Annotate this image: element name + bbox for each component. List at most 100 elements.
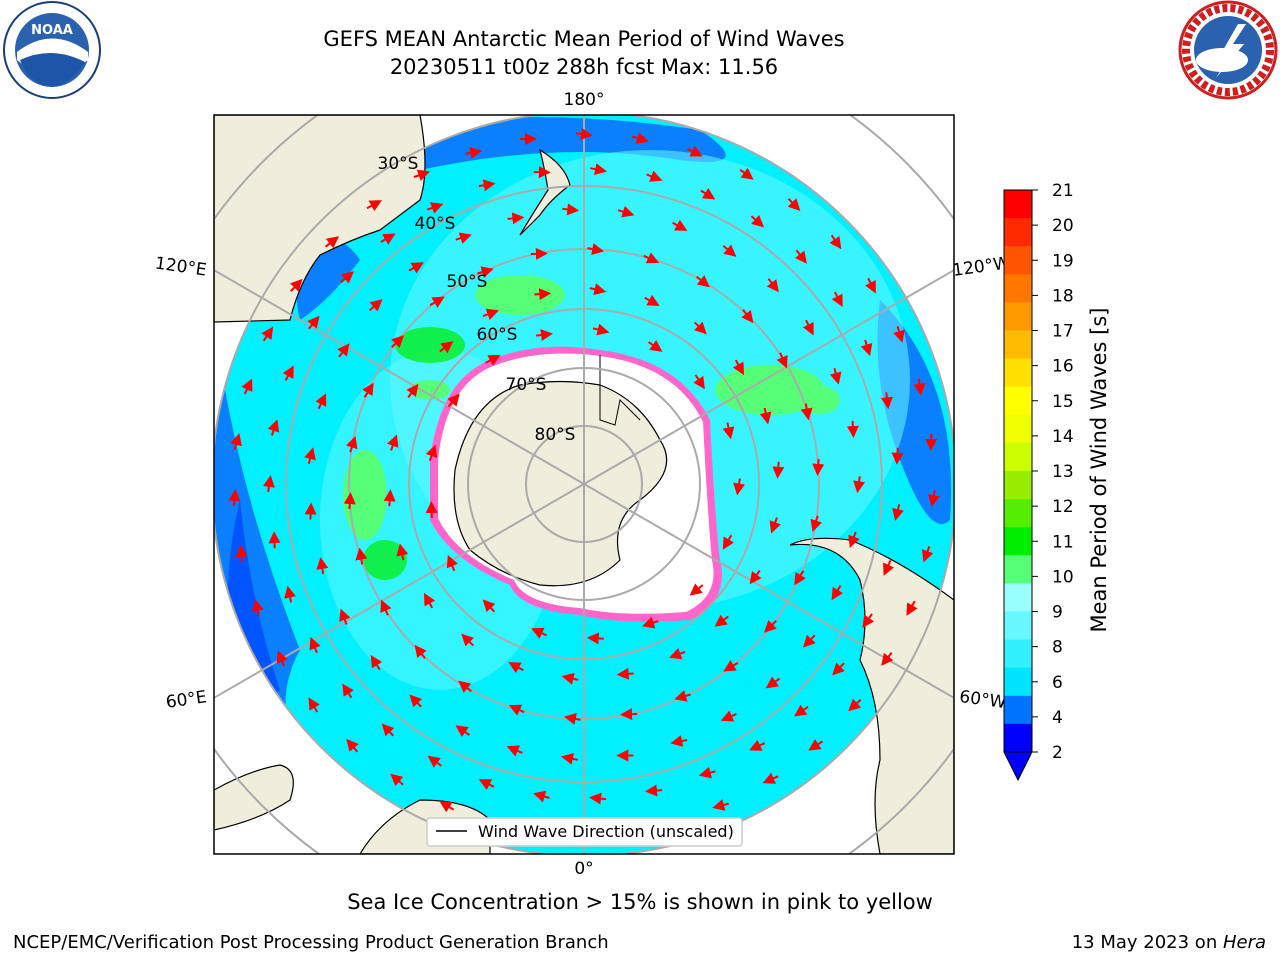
wave-direction-arrow bbox=[644, 294, 660, 306]
wave-direction-arrow bbox=[764, 620, 777, 633]
wave-direction-arrow bbox=[848, 531, 860, 549]
wave-direction-arrow bbox=[413, 169, 431, 182]
wave-direction-arrow bbox=[769, 517, 781, 534]
noaa-logo-text: NOAA bbox=[31, 23, 73, 38]
wave-direction-arrow bbox=[561, 752, 578, 765]
colorbar-bin bbox=[1004, 555, 1032, 584]
wave-direction-arrow bbox=[714, 614, 729, 627]
wave-direction-arrow bbox=[235, 544, 248, 562]
legend-label: Wind Wave Direction (unscaled) bbox=[478, 822, 734, 841]
wave-direction-arrow bbox=[282, 365, 294, 381]
wave-direction-arrow bbox=[406, 383, 419, 398]
nws-logo bbox=[1178, 0, 1278, 100]
wave-direction-arrow bbox=[324, 236, 340, 249]
wave-direction-arrow bbox=[309, 637, 321, 654]
wave-direction-arrow bbox=[586, 632, 604, 645]
lon-label-60w: 60°W bbox=[958, 687, 1007, 713]
wave-direction-arrow bbox=[562, 203, 580, 216]
wave-direction-arrow bbox=[284, 585, 296, 603]
lat-label-30s: 30°S bbox=[378, 154, 419, 174]
colorbar-bin bbox=[1004, 527, 1032, 556]
wave-direction-arrow bbox=[429, 296, 445, 308]
wave-direction-arrow bbox=[674, 690, 691, 702]
wave-direction-arrow bbox=[439, 341, 454, 354]
wave-direction-arrow bbox=[439, 800, 455, 813]
colorbar-tick-label: 20 bbox=[1052, 216, 1074, 236]
colorbar-bin bbox=[1004, 667, 1032, 697]
wave-direction-arrow bbox=[485, 354, 501, 366]
wave-direction-arrow bbox=[776, 352, 788, 369]
wave-direction-arrow bbox=[276, 650, 288, 667]
wave-direction-arrow bbox=[427, 202, 444, 214]
wave-direction-arrow bbox=[693, 321, 707, 335]
wave-direction-arrow bbox=[409, 694, 423, 708]
wave-direction-arrow bbox=[643, 252, 660, 264]
wave-direction-arrow bbox=[829, 367, 842, 385]
landmasses bbox=[214, 115, 954, 854]
wave-direction-arrow bbox=[672, 219, 688, 231]
wave-direction-arrow bbox=[304, 447, 316, 464]
wave-direction-arrow bbox=[712, 799, 729, 811]
noaa-logo: NOAA bbox=[3, 1, 101, 99]
wave-direction-arrow bbox=[346, 435, 358, 453]
wave-direction-arrow bbox=[642, 616, 659, 629]
wave-direction-arrow bbox=[617, 205, 635, 218]
lon-label-120w: 120°W bbox=[951, 253, 1011, 281]
wave-direction-arrow bbox=[458, 680, 472, 693]
wave-direction-arrow bbox=[620, 708, 638, 721]
wave-direction-arrow bbox=[561, 672, 579, 685]
wave-direction-arrow bbox=[390, 773, 404, 786]
wave-direction-arrow bbox=[749, 569, 762, 585]
wave-direction-arrow bbox=[304, 502, 317, 520]
map bbox=[214, 115, 954, 854]
colorbar-bin bbox=[1004, 414, 1032, 444]
wave-direction-arrow bbox=[387, 434, 399, 451]
colorbar-bin bbox=[1004, 471, 1032, 500]
colorbar-tick-label: 8 bbox=[1052, 638, 1063, 658]
wave-direction-arrow bbox=[846, 420, 859, 438]
wave-direction-arrow bbox=[722, 534, 734, 550]
colorbar-tick-label: 13 bbox=[1052, 462, 1074, 482]
wave-direction-arrow bbox=[340, 271, 354, 284]
wave-direction-arrow bbox=[913, 378, 926, 396]
lon-label-0: 0° bbox=[574, 859, 593, 879]
footer-date: 13 May 2023 on Hera bbox=[1072, 932, 1266, 953]
wave-direction-arrow bbox=[739, 167, 754, 180]
wave-direction-arrow bbox=[927, 490, 940, 507]
colorbar-bin bbox=[1004, 639, 1032, 669]
wave-direction-arrow bbox=[478, 779, 495, 790]
antarctica bbox=[430, 346, 722, 622]
wave-direction-arrow bbox=[865, 277, 876, 294]
wave-direction-arrows bbox=[228, 127, 940, 840]
wave-direction-arrow bbox=[369, 299, 383, 312]
wave-direction-arrow bbox=[366, 200, 382, 212]
wave-direction-arrow bbox=[508, 662, 524, 674]
wave-direction-arrow bbox=[343, 492, 356, 510]
wave-direction-arrow bbox=[750, 214, 765, 228]
wave-direction-arrow bbox=[455, 232, 472, 244]
colorbar-bin bbox=[1004, 218, 1032, 247]
wave-direction-arrow bbox=[370, 654, 383, 671]
lon-label-60e: 60°E bbox=[165, 687, 208, 712]
wave-direction-arrow bbox=[414, 644, 427, 659]
wave-direction-arrow bbox=[689, 583, 704, 596]
wave-direction-arrow bbox=[533, 790, 550, 803]
colorbar: 21 20 19 18 17 16 15 14 13 12 11 10 9 8 6 4 2 bbox=[1003, 181, 1074, 782]
colorbar-tick-label: 2 bbox=[1052, 743, 1063, 763]
footer-date-text: 13 May 2023 on bbox=[1071, 932, 1223, 953]
wave-direction-arrow bbox=[893, 326, 905, 343]
wave-direction-arrow bbox=[408, 262, 424, 274]
wave-direction-arrow bbox=[506, 745, 523, 757]
wave-direction-arrow bbox=[592, 323, 610, 336]
colorbar-bin bbox=[1004, 695, 1032, 725]
wave-direction-arrow bbox=[883, 559, 895, 576]
colorbar-tick-label: 16 bbox=[1052, 357, 1074, 377]
colorbar-bin bbox=[1004, 583, 1032, 612]
wave-direction-arrow bbox=[800, 403, 813, 421]
lat-label-40s: 40°S bbox=[415, 214, 456, 234]
wave-direction-arrow bbox=[687, 145, 703, 157]
wave-direction-arrow bbox=[722, 422, 735, 440]
lat-label-60s: 60°S bbox=[477, 325, 518, 345]
wave-direction-arrow bbox=[862, 613, 875, 628]
